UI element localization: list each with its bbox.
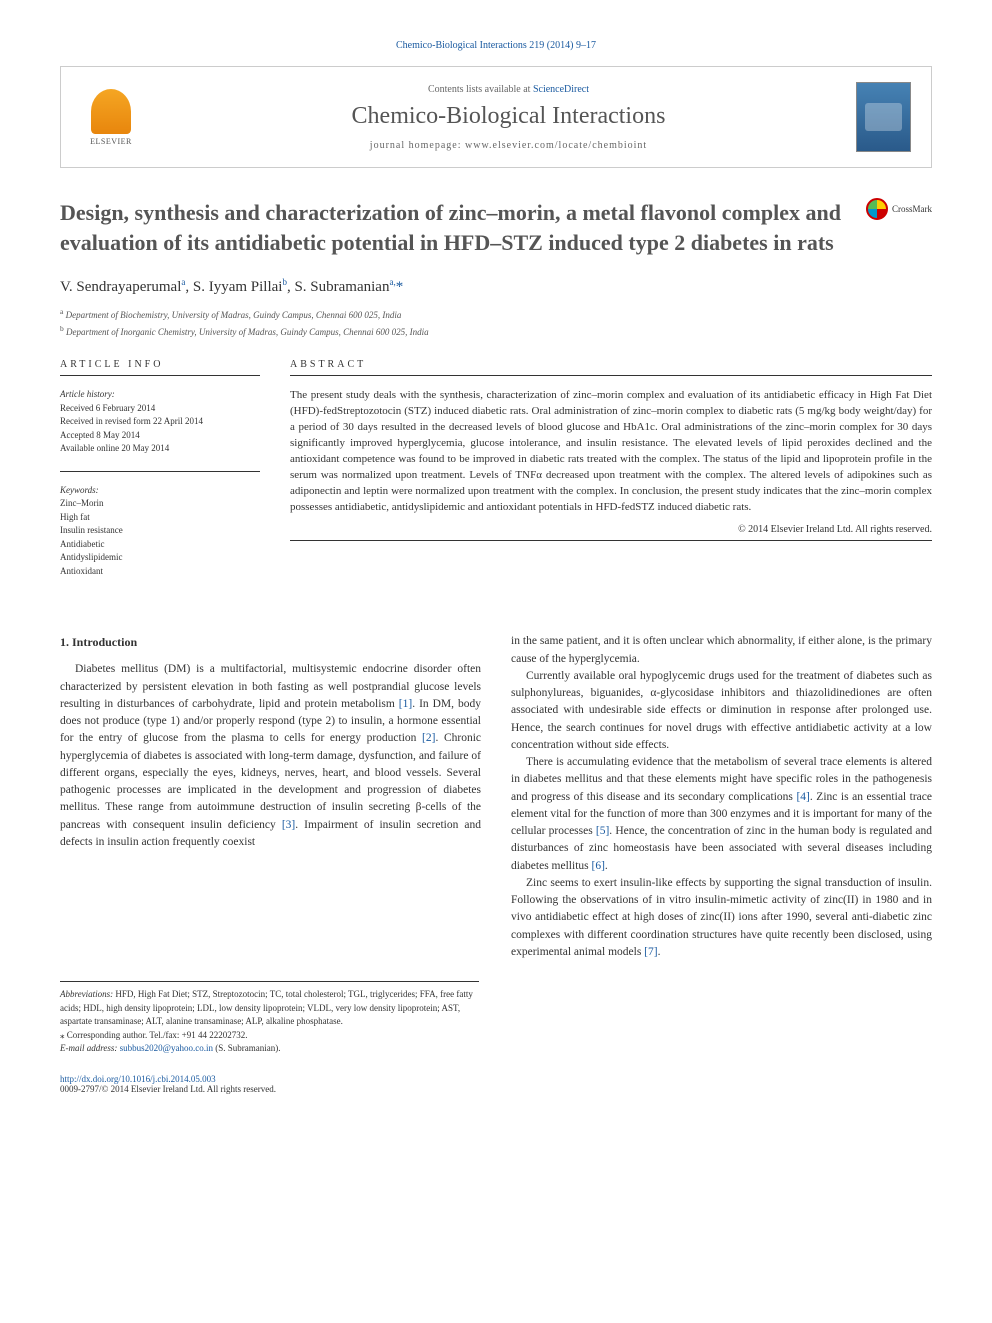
footer-bar: http://dx.doi.org/10.1016/j.cbi.2014.05.… <box>60 1074 932 1094</box>
history-accepted: Accepted 8 May 2014 <box>60 429 260 443</box>
footnotes: Abbreviations: HFD, High Fat Diet; STZ, … <box>60 981 479 1056</box>
crossmark-badge[interactable]: CrossMark <box>866 198 932 220</box>
journal-header: ELSEVIER Contents lists available at Sci… <box>60 66 932 168</box>
keyword: Insulin resistance <box>60 524 260 538</box>
article-history: Article history: Received 6 February 201… <box>60 388 260 456</box>
body-text: 1. Introduction Diabetes mellitus (DM) i… <box>60 633 932 961</box>
abstract-text: The present study deals with the synthes… <box>290 388 932 516</box>
email-link[interactable]: subbus2020@yahoo.co.in <box>120 1043 213 1053</box>
affiliation-b: b Department of Inorganic Chemistry, Uni… <box>60 323 932 340</box>
journal-name: Chemico-Biological Interactions <box>161 103 856 130</box>
sciencedirect-link[interactable]: ScienceDirect <box>533 84 589 95</box>
article-title: Design, synthesis and characterization o… <box>60 198 866 257</box>
homepage-url[interactable]: www.elsevier.com/locate/chembioint <box>465 140 647 151</box>
authors-line: V. Sendrayaperumala, S. Iyyam Pillaib, S… <box>60 277 932 296</box>
elsevier-logo[interactable]: ELSEVIER <box>81 82 141 152</box>
crossmark-icon <box>866 198 888 220</box>
issn-copyright: 0009-2797/© 2014 Elsevier Ireland Ltd. A… <box>60 1084 276 1094</box>
article-info-panel: ARTICLE INFO Article history: Received 6… <box>60 359 260 593</box>
divider <box>290 540 932 541</box>
keyword: Antidiabetic <box>60 538 260 552</box>
column-left: 1. Introduction Diabetes mellitus (DM) i… <box>60 633 481 961</box>
abstract-panel: ABSTRACT The present study deals with th… <box>290 359 932 593</box>
affiliations: a Department of Biochemistry, University… <box>60 306 932 339</box>
keyword: Antioxidant <box>60 565 260 579</box>
author-1: V. Sendrayaperumala <box>60 279 185 295</box>
paragraph: Diabetes mellitus (DM) is a multifactori… <box>60 661 481 851</box>
publisher-label: ELSEVIER <box>90 137 132 146</box>
paragraph: Zinc seems to exert insulin-like effects… <box>511 875 932 961</box>
history-revised: Received in revised form 22 April 2014 <box>60 415 260 429</box>
contents-lists: Contents lists available at ScienceDirec… <box>161 84 856 95</box>
keywords-label: Keywords: <box>60 484 260 498</box>
citation-line: Chemico-Biological Interactions 219 (201… <box>60 40 932 51</box>
history-received: Received 6 February 2014 <box>60 402 260 416</box>
divider <box>60 375 260 376</box>
keywords-block: Keywords: Zinc–Morin High fat Insulin re… <box>60 484 260 579</box>
contents-prefix: Contents lists available at <box>428 84 533 95</box>
homepage-line: journal homepage: www.elsevier.com/locat… <box>161 140 856 151</box>
column-right: in the same patient, and it is often unc… <box>511 633 932 961</box>
abstract-head: ABSTRACT <box>290 359 932 370</box>
history-label: Article history: <box>60 388 260 402</box>
elsevier-tree-icon <box>91 89 131 134</box>
abstract-copyright: © 2014 Elsevier Ireland Ltd. All rights … <box>290 524 932 535</box>
author-2: S. Iyyam Pillaib <box>193 279 287 295</box>
paragraph: Currently available oral hypoglycemic dr… <box>511 668 932 754</box>
section-1-head: 1. Introduction <box>60 633 481 651</box>
keyword: Zinc–Morin <box>60 497 260 511</box>
affiliation-a: a Department of Biochemistry, University… <box>60 306 932 323</box>
homepage-prefix: journal homepage: <box>370 140 465 151</box>
divider <box>60 471 260 472</box>
author-3: S. Subramaniana,* <box>294 279 403 295</box>
doi-link[interactable]: http://dx.doi.org/10.1016/j.cbi.2014.05.… <box>60 1074 216 1084</box>
journal-cover-thumb[interactable] <box>856 82 911 152</box>
keyword: Antidyslipidemic <box>60 551 260 565</box>
paragraph: in the same patient, and it is often unc… <box>511 633 932 668</box>
corresponding-author-note: ⁎ Corresponding author. Tel./fax: +91 44… <box>60 1029 479 1043</box>
history-online: Available online 20 May 2014 <box>60 442 260 456</box>
keyword: High fat <box>60 511 260 525</box>
divider <box>290 375 932 376</box>
crossmark-label: CrossMark <box>892 204 932 214</box>
article-info-head: ARTICLE INFO <box>60 359 260 370</box>
paragraph: There is accumulating evidence that the … <box>511 754 932 875</box>
abbreviations-note: Abbreviations: HFD, High Fat Diet; STZ, … <box>60 988 479 1029</box>
email-note: E-mail address: subbus2020@yahoo.co.in (… <box>60 1042 479 1056</box>
